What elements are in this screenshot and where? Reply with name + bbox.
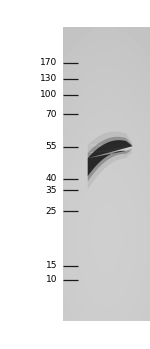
Text: 100: 100 [40,90,57,99]
Text: 25: 25 [46,207,57,216]
Text: 130: 130 [40,74,57,83]
Text: 35: 35 [45,186,57,195]
Text: 40: 40 [46,174,57,183]
Text: 55: 55 [45,142,57,151]
Text: 70: 70 [45,110,57,119]
Text: 15: 15 [45,261,57,270]
Text: 10: 10 [45,275,57,284]
Text: 170: 170 [40,58,57,67]
